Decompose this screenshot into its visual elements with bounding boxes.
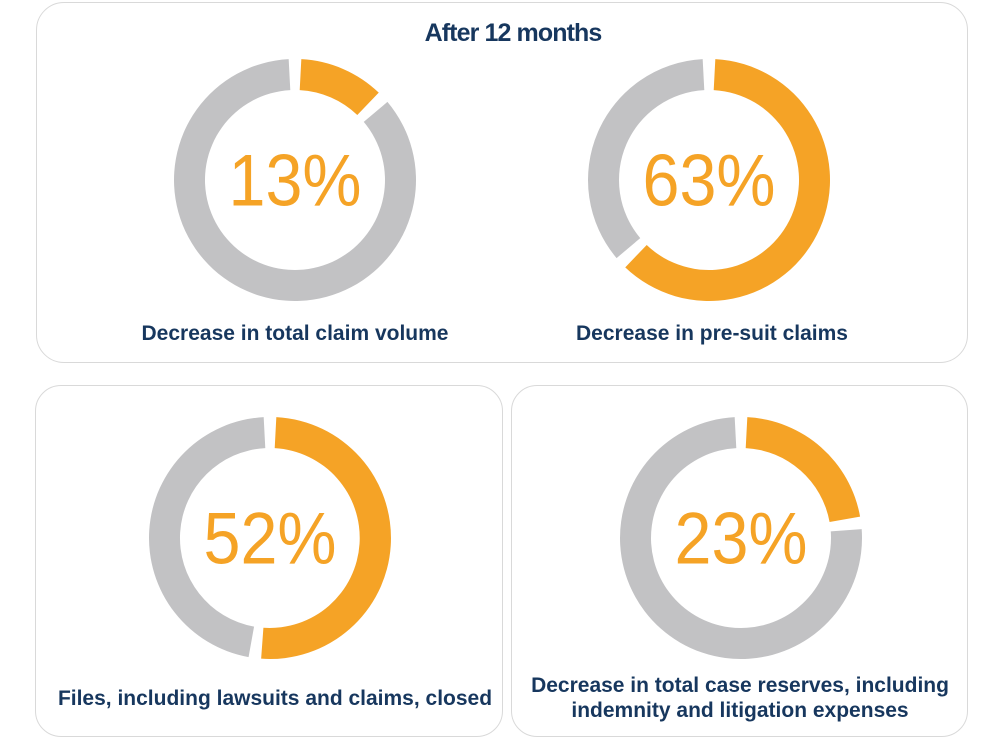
svg-text:52%: 52% — [204, 497, 337, 579]
svg-text:63%: 63% — [643, 139, 776, 221]
svg-text:23%: 23% — [675, 497, 808, 579]
svg-text:13%: 13% — [229, 139, 362, 221]
